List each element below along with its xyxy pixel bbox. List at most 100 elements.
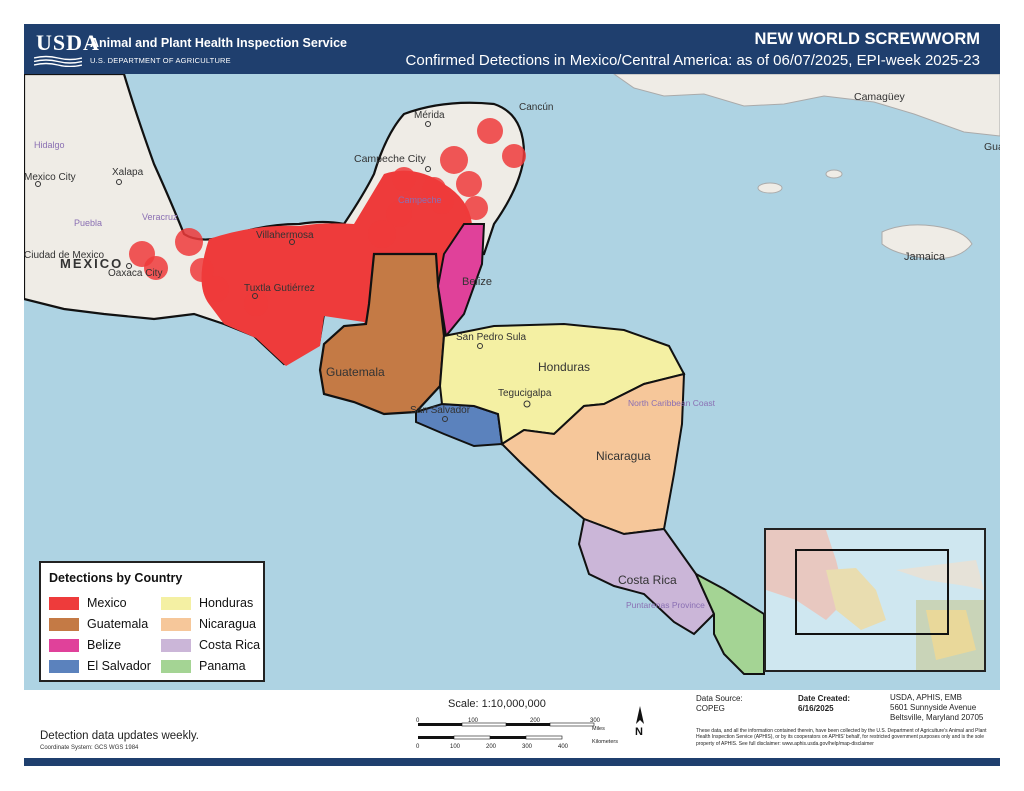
coord-system: Coordinate System: GCS WGS 1984 [40, 745, 139, 751]
km-tick: 100 [450, 744, 461, 750]
city-label-cancun: Cancún [519, 102, 553, 113]
detection-point[interactable] [175, 228, 203, 256]
miles-unit: Miles [592, 726, 605, 732]
country-label-nicaragua: Nicaragua [596, 449, 651, 463]
agency-name: Animal and Plant Health Inspection Servi… [90, 36, 348, 50]
legend-swatch [161, 618, 191, 631]
detection-point[interactable] [203, 276, 229, 302]
inset-svg [766, 530, 984, 670]
usda-logo: USDA [36, 30, 100, 55]
region-label-north-caribbean-coast: North Caribbean Coast [628, 398, 716, 408]
city-marker [523, 400, 531, 408]
map-subtitle: Confirmed Detections in Mexico/Central A… [405, 52, 980, 69]
city-label-oaxaca: Oaxaca City [108, 268, 162, 279]
map-header: USDA Animal and Plant Health Inspection … [24, 24, 1000, 74]
legend-label: Costa Rica [199, 638, 261, 652]
cayman-island [757, 182, 783, 194]
city-label-villahermosa: Villahermosa [256, 230, 314, 241]
legend-label: Mexico [87, 596, 127, 610]
detection-point[interactable] [502, 144, 526, 168]
legend-swatch [161, 660, 191, 673]
address-line-3: Beltsville, Maryland 20705 [890, 713, 984, 722]
city-label-tegucigalpa: Tegucigalpa [498, 388, 552, 399]
data-source: COPEG [696, 704, 725, 713]
country-label-guatemala: Guatemala [326, 365, 385, 379]
state-label-puebla: Puebla [74, 218, 102, 228]
city-label-campeche-city: Campeche City [354, 153, 427, 165]
detection-point[interactable] [190, 258, 214, 282]
detection-point[interactable] [464, 196, 488, 220]
date-created-label: Date Created: [798, 694, 851, 703]
address-line-2: 5601 Sunnyside Avenue [890, 703, 977, 712]
cayman-island [825, 169, 843, 179]
jamaica-land [881, 224, 973, 260]
department-name: U.S. DEPARTMENT OF AGRICULTURE [90, 56, 231, 65]
country-label-belize: Belize [462, 276, 492, 288]
map-title: NEW WORLD SCREWWORM [754, 30, 980, 48]
country-label-costa-rica: Costa Rica [618, 573, 677, 587]
detection-point[interactable] [386, 201, 412, 227]
city-label-mexico-city: Mexico City [24, 172, 76, 183]
legend-swatch [161, 639, 191, 652]
detection-point[interactable] [392, 167, 416, 191]
city-marker [252, 293, 258, 299]
city-marker [126, 263, 132, 269]
legend-title: Detections by Country [49, 571, 183, 585]
legend-label: Panama [199, 659, 246, 673]
city-marker [289, 239, 295, 245]
city-label-san-salvador: San Salvador [410, 405, 471, 416]
scale-bar [418, 722, 595, 740]
city-label-merida: Mérida [414, 110, 445, 121]
city-label-camaguey: Camagüey [854, 91, 906, 103]
detection-point[interactable] [477, 118, 503, 144]
region-label-puntarenas: Puntarenas Province [626, 600, 705, 610]
city-label-ciudad-de-mexico: Ciudad de Mexico [24, 250, 104, 261]
disclaimer: These data, and all the information cont… [696, 728, 987, 747]
city-marker [477, 343, 483, 349]
footer-bar [24, 758, 1000, 766]
miles-tick: 300 [590, 718, 601, 724]
updates-note: Detection data updates weekly. [40, 730, 199, 742]
detection-point[interactable] [456, 171, 482, 197]
usda-logo-waves-icon [34, 55, 82, 67]
map-footer: Detection data updates weekly. Coordinat… [24, 690, 1000, 758]
country-label-mexico: MEXICO [60, 256, 123, 271]
detection-point[interactable] [430, 190, 454, 214]
miles-ticks: 0 100 200 300 [416, 718, 616, 728]
km-tick: 300 [522, 744, 533, 750]
miles-tick: 200 [530, 718, 541, 724]
detection-point[interactable] [440, 146, 468, 174]
cuba-land [613, 74, 1000, 137]
miles-tick: 0 [416, 718, 420, 724]
legend-swatch [49, 639, 79, 652]
legend-swatch [49, 597, 79, 610]
data-source-label: Data Source: [696, 694, 743, 703]
inset-extent-box [795, 549, 949, 635]
inset-locator-map [764, 528, 986, 672]
city-label-gua: Gua [984, 141, 1000, 153]
country-label-jamaica: Jamaica [904, 251, 946, 263]
country-label-honduras: Honduras [538, 360, 590, 374]
nicaragua-region [500, 372, 686, 536]
belize-region [436, 223, 486, 339]
scale-text: Scale: 1:10,000,000 [448, 698, 546, 710]
legend-swatch [49, 618, 79, 631]
legend-swatch [49, 660, 79, 673]
city-label-tuxtla: Tuxtla Gutiérrez [244, 283, 315, 294]
city-marker [116, 179, 122, 185]
legend-label: Nicaragua [199, 617, 256, 631]
km-tick: 400 [558, 744, 569, 750]
detection-point[interactable] [144, 256, 168, 280]
detection-point[interactable] [368, 220, 396, 248]
state-label-campeche: Campeche [398, 195, 442, 205]
km-unit: Kilometers [592, 739, 618, 745]
detection-point[interactable] [244, 292, 268, 316]
city-marker [425, 166, 431, 172]
north-arrow-icon [636, 706, 644, 724]
km-ticks: 0 100 200 300 400 [416, 744, 616, 754]
panama-region [693, 571, 765, 675]
legend-label: Belize [87, 638, 122, 652]
km-tick: 0 [416, 744, 420, 750]
miles-tick: 100 [468, 718, 479, 724]
costa-rica-region [577, 517, 716, 636]
